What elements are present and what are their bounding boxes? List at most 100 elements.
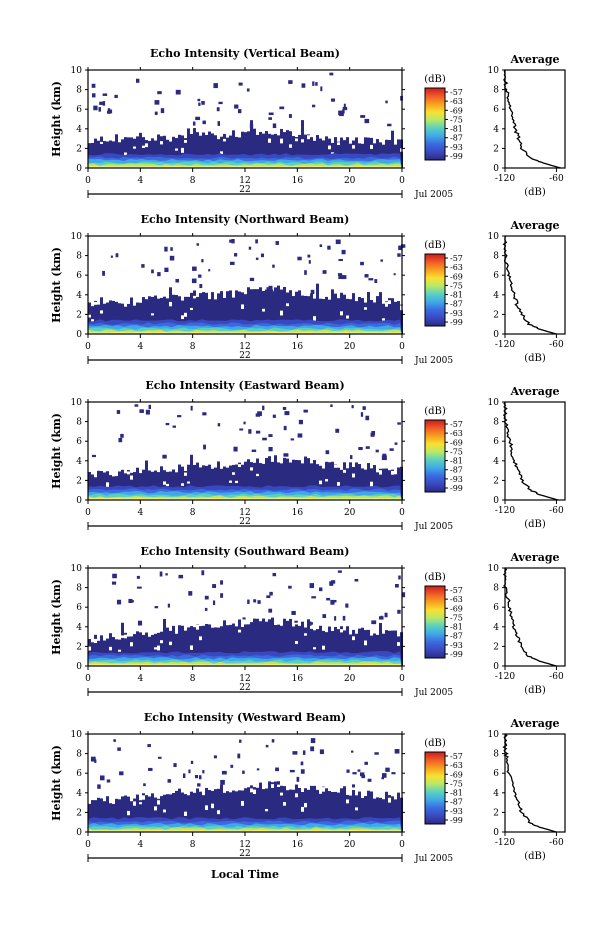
- panel-2: Echo Intensity (Northward Beam) Height (k…: [50, 213, 566, 366]
- echo-column: [205, 623, 208, 666]
- average-x-tick-label: -120: [495, 672, 515, 682]
- colorbar-tick-label: -63: [450, 97, 463, 106]
- average-y-tick-label: 2: [493, 808, 499, 818]
- sparse-echo: [212, 584, 217, 588]
- average-title: Average: [509, 53, 559, 66]
- x-tick-label: 4: [137, 176, 143, 186]
- y-tick-label: 0: [76, 164, 82, 174]
- sparse-echo: [292, 751, 298, 755]
- sparse-echo: [218, 101, 223, 105]
- colorbar-tick-label: -87: [450, 134, 463, 143]
- echo-column: [322, 786, 325, 832]
- sparse-echo: [128, 598, 133, 604]
- sparse-echo: [242, 617, 246, 620]
- echo-column: [265, 457, 268, 500]
- sparse-echo: [272, 414, 276, 418]
- echo-column: [304, 788, 307, 832]
- echo-column: [136, 794, 139, 832]
- echo-column: [379, 797, 382, 832]
- echo-gap: [133, 146, 136, 149]
- echo-column: [280, 625, 283, 666]
- echo-column: [199, 467, 202, 500]
- echo-column: [289, 789, 292, 832]
- echo-column: [256, 458, 259, 500]
- echo-gap: [181, 147, 184, 153]
- sparse-echo: [351, 750, 354, 753]
- sparse-echo: [170, 247, 173, 251]
- sparse-echo: [307, 254, 311, 258]
- sparse-echo: [301, 83, 306, 88]
- echo-column: [160, 631, 163, 666]
- x-tick-label: 16: [292, 508, 304, 518]
- echo-column: [388, 470, 391, 500]
- x-tick-label: 8: [190, 176, 196, 186]
- echo-gap: [364, 307, 367, 310]
- echo-column: [97, 470, 100, 500]
- echo-column: [247, 287, 250, 334]
- echo-gap: [301, 806, 304, 812]
- echo-column: [334, 137, 337, 168]
- y-tick-label: 8: [76, 418, 82, 428]
- sparse-echo: [220, 580, 224, 585]
- echo-gap: [319, 480, 322, 485]
- sparse-echo: [249, 277, 255, 282]
- echo-column: [343, 294, 346, 334]
- echo-column: [145, 460, 148, 500]
- echo-column: [259, 131, 262, 168]
- echo-column: [379, 622, 382, 666]
- colorbar-tick-label: -99: [450, 152, 463, 161]
- heatmap-field: [88, 72, 403, 168]
- sparse-echo: [385, 100, 388, 104]
- echo-column: [328, 626, 331, 666]
- echo-column: [127, 137, 130, 168]
- echo-column: [361, 298, 364, 334]
- echo-column: [316, 629, 319, 666]
- sparse-echo: [272, 264, 275, 268]
- sparse-echo: [175, 89, 181, 95]
- echo-column: [130, 801, 133, 832]
- average-y-tick-label: 0: [493, 330, 499, 340]
- echo-gap: [295, 793, 298, 798]
- x-tick-label: 12: [239, 674, 250, 684]
- echo-gap: [352, 473, 355, 478]
- sparse-echo: [342, 106, 348, 111]
- average-y-tick-label: 10: [488, 398, 500, 408]
- echo-column: [154, 295, 157, 334]
- echo-column: [280, 128, 283, 168]
- echo-column: [250, 120, 253, 168]
- sparse-echo: [198, 274, 202, 278]
- sparse-echo: [134, 404, 139, 407]
- echo-column: [205, 292, 208, 334]
- sparse-echo: [247, 599, 250, 604]
- colorbar: [424, 585, 446, 659]
- echo-gap: [175, 148, 178, 151]
- sparse-echo: [99, 101, 104, 105]
- average-xlabel: (dB): [524, 187, 546, 198]
- sparse-echo: [93, 105, 98, 111]
- echo-column: [373, 633, 376, 666]
- echo-column: [172, 792, 175, 832]
- echo-column: [145, 140, 148, 168]
- echo-column: [112, 300, 115, 334]
- sparse-echo: [110, 255, 113, 258]
- sparse-echo: [297, 256, 302, 261]
- sparse-echo: [360, 261, 364, 266]
- echo-column: [202, 132, 205, 168]
- echo-column: [340, 788, 343, 832]
- echo-column: [211, 468, 214, 500]
- echo-column: [106, 638, 109, 666]
- echo-column: [295, 137, 298, 168]
- sparse-echo: [288, 585, 292, 589]
- y-tick-label: 4: [76, 291, 82, 301]
- echo-column: [148, 796, 151, 832]
- colorbar-tick-label: -57: [450, 420, 463, 429]
- colorbar-tick-label: -93: [450, 475, 463, 484]
- echo-column: [232, 790, 235, 832]
- day-label: 22: [239, 517, 250, 527]
- echo-column: [337, 298, 340, 334]
- sparse-echo: [229, 239, 234, 243]
- echo-column: [310, 293, 313, 334]
- echo-column: [235, 136, 238, 168]
- echo-column: [178, 134, 181, 168]
- colorbar-tick-label: -75: [450, 447, 463, 456]
